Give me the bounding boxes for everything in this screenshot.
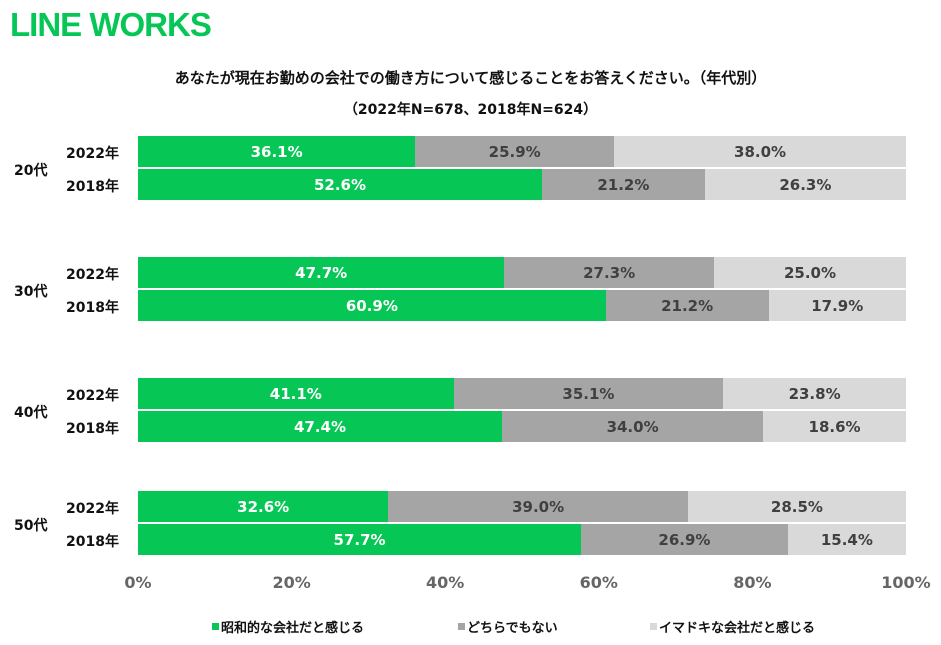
legend-item: 昭和的な会社だと感じる [212, 617, 364, 636]
bar-segment-2: 25.9% [415, 136, 615, 167]
group-label: 20代 [14, 163, 48, 179]
bar-segment-3: 26.3% [704, 169, 906, 200]
bar-segment-1: 32.6% [138, 491, 389, 522]
x-tick-label: 40% [426, 573, 465, 592]
bar-segment-3: 15.4% [787, 524, 906, 555]
bar-segment-3: 18.6% [763, 411, 906, 442]
legend-swatch [458, 623, 465, 630]
bar-segment-2: 21.2% [541, 169, 705, 200]
x-tick-label: 20% [272, 573, 311, 592]
bar-segment-1: 57.7% [138, 524, 582, 555]
year-label: 2022年 [66, 267, 119, 283]
year-label: 2022年 [66, 501, 119, 517]
x-tick-label: 0% [124, 573, 152, 592]
line-works-logo: LINE WORKS [10, 6, 212, 43]
chart-subtitle: （2022年N=678、2018年N=624） [343, 102, 598, 118]
bar-segment-1: 41.1% [138, 378, 454, 409]
x-tick-label: 100% [881, 573, 931, 592]
year-label: 2018年 [66, 179, 119, 195]
legend-item: どちらでもない [458, 617, 558, 636]
bar-segment-2: 34.0% [502, 411, 764, 442]
year-label: 2022年 [66, 388, 119, 404]
bar-segment-2: 39.0% [388, 491, 688, 522]
bar-segment-1: 47.4% [138, 411, 503, 442]
legend-item: イマドキな会社だと感じる [650, 617, 815, 636]
group-label: 30代 [14, 284, 48, 300]
bar-segment-2: 27.3% [504, 257, 714, 288]
bar-segment-1: 52.6% [138, 169, 542, 200]
group-label: 50代 [14, 518, 48, 534]
bar-segment-3: 28.5% [687, 491, 906, 522]
chart-title: あなたが現在お勤めの会社での働き方について感じることをお答えください。（年代別） [174, 69, 767, 87]
bar-segment-3: 25.0% [714, 257, 906, 288]
bar-segment-3: 38.0% [614, 136, 906, 167]
bar-segment-3: 23.8% [723, 378, 906, 409]
bar-segment-1: 47.7% [138, 257, 505, 288]
legend-label: 昭和的な会社だと感じる [221, 621, 365, 636]
year-label: 2022年 [66, 146, 119, 162]
x-tick-label: 60% [579, 573, 618, 592]
legend-swatch [212, 623, 219, 630]
legend-label: どちらでもない [467, 621, 558, 636]
legend-swatch [650, 623, 657, 630]
group-label: 40代 [14, 405, 48, 421]
x-tick-label: 80% [733, 573, 772, 592]
bar-segment-1: 36.1% [138, 136, 416, 167]
year-label: 2018年 [66, 300, 119, 316]
legend-label: イマドキな会社だと感じる [659, 621, 816, 636]
bar-segment-2: 21.2% [605, 290, 769, 321]
year-label: 2018年 [66, 534, 119, 550]
bar-segment-3: 17.9% [768, 290, 906, 321]
bar-segment-2: 35.1% [453, 378, 724, 409]
bar-segment-1: 60.9% [138, 290, 606, 321]
year-label: 2018年 [66, 421, 119, 437]
bar-segment-2: 26.9% [581, 524, 788, 555]
